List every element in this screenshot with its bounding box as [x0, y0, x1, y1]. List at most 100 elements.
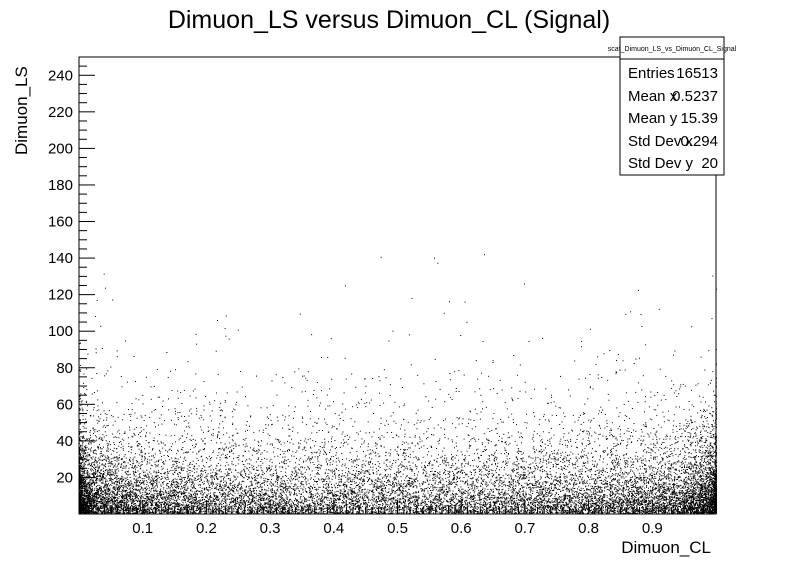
- scatter-point: [693, 492, 695, 494]
- scatter-point: [538, 492, 540, 494]
- scatter-point: [417, 507, 418, 508]
- scatter-point: [429, 511, 431, 513]
- scatter-point: [295, 498, 296, 500]
- scatter-point: [297, 503, 299, 505]
- scatter-point: [563, 505, 565, 507]
- scatter-point: [384, 487, 386, 488]
- scatter-point: [431, 467, 433, 469]
- scatter-point: [378, 498, 380, 500]
- scatter-point: [229, 442, 231, 444]
- scatter-point: [212, 428, 214, 430]
- scatter-point: [676, 485, 678, 487]
- scatter-point: [324, 443, 326, 445]
- scatter-point: [116, 456, 118, 458]
- scatter-point: [614, 512, 616, 513]
- scatter-point: [443, 489, 445, 491]
- scatter-point: [564, 468, 566, 469]
- scatter-point: [118, 478, 119, 479]
- scatter-point: [532, 509, 534, 511]
- scatter-point: [84, 484, 86, 486]
- scatter-point: [107, 499, 109, 501]
- scatter-point: [112, 472, 114, 474]
- scatter-point: [517, 450, 519, 452]
- scatter-point: [381, 488, 383, 490]
- scatter-point: [606, 472, 608, 473]
- scatter-point: [281, 480, 283, 482]
- scatter-point: [602, 505, 603, 507]
- scatter-point: [439, 438, 441, 440]
- scatter-point: [501, 489, 503, 491]
- scatter-point: [624, 507, 626, 508]
- scatter-point: [463, 506, 465, 508]
- scatter-point: [675, 497, 677, 499]
- scatter-point: [362, 499, 364, 501]
- scatter-point: [697, 442, 699, 444]
- scatter-point: [497, 462, 499, 464]
- scatter-point: [255, 497, 257, 499]
- scatter-point: [471, 495, 473, 497]
- scatter-point: [408, 503, 410, 505]
- scatter-point: [710, 494, 712, 496]
- scatter-point: [515, 501, 517, 503]
- scatter-point: [116, 494, 118, 496]
- scatter-point: [346, 511, 348, 513]
- scatter-point: [154, 463, 156, 465]
- scatter-point: [472, 510, 474, 512]
- scatter-point: [644, 458, 646, 460]
- scatter-point: [484, 497, 485, 499]
- scatter-point: [217, 320, 218, 321]
- scatter-point: [226, 432, 228, 434]
- scatter-point: [431, 470, 433, 472]
- scatter-point: [578, 495, 580, 497]
- scatter-point: [121, 469, 123, 471]
- scatter-point: [363, 479, 365, 481]
- scatter-point: [711, 499, 713, 501]
- scatter-point: [270, 491, 272, 493]
- scatter-point: [537, 480, 539, 482]
- scatter-point: [634, 479, 636, 481]
- scatter-point: [351, 373, 353, 375]
- scatter-point: [371, 479, 373, 481]
- scatter-point: [256, 375, 257, 377]
- scatter-point: [483, 450, 485, 452]
- scatter-point: [365, 385, 367, 387]
- scatter-point: [681, 503, 683, 505]
- scatter-point: [417, 499, 419, 501]
- scatter-point: [381, 493, 383, 495]
- scatter-point: [654, 476, 656, 478]
- scatter-point: [129, 495, 131, 497]
- scatter-point: [400, 512, 402, 514]
- scatter-point: [608, 399, 610, 401]
- scatter-point: [349, 511, 351, 513]
- scatter-point: [618, 505, 620, 507]
- scatter-point: [507, 493, 509, 495]
- scatter-point: [120, 465, 122, 467]
- scatter-point: [159, 512, 161, 514]
- scatter-point: [595, 486, 596, 488]
- scatter-point: [158, 508, 160, 510]
- scatter-point: [175, 504, 177, 506]
- scatter-point: [105, 504, 107, 506]
- scatter-point: [668, 467, 670, 469]
- scatter-point: [596, 502, 598, 504]
- scatter-point: [453, 474, 454, 476]
- scatter-point: [629, 509, 631, 511]
- scatter-point: [137, 477, 139, 479]
- scatter-point: [568, 489, 570, 491]
- scatter-point: [684, 469, 686, 471]
- scatter-point: [669, 438, 671, 440]
- scatter-point: [342, 495, 344, 497]
- scatter-point: [630, 513, 632, 514]
- scatter-point: [574, 511, 576, 513]
- scatter-point: [111, 506, 113, 508]
- scatter-point: [295, 507, 297, 508]
- scatter-point: [690, 433, 692, 435]
- scatter-point: [134, 412, 136, 414]
- scatter-point: [499, 482, 501, 484]
- scatter-point: [412, 501, 414, 503]
- scatter-point: [208, 511, 210, 513]
- scatter-point: [108, 511, 110, 513]
- scatter-point: [195, 501, 197, 503]
- scatter-point: [671, 452, 673, 454]
- scatter-point: [327, 405, 329, 407]
